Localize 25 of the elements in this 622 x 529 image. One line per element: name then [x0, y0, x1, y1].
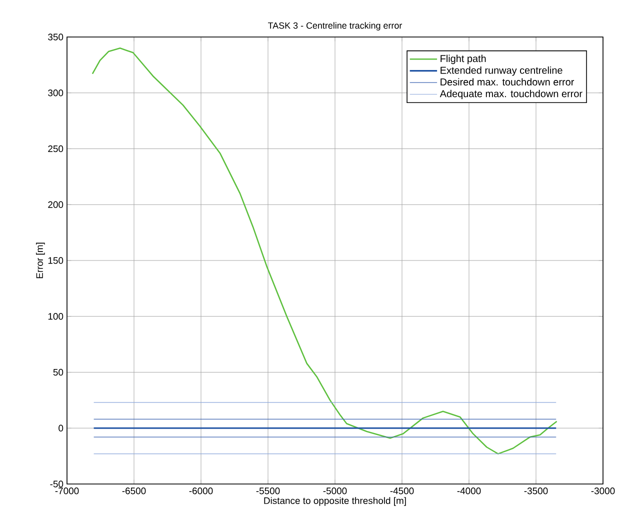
chart-title: TASK 3 - Centreline tracking error — [268, 22, 402, 30]
y-tick-label: 250 — [48, 145, 64, 152]
legend-label: Adequate max. touchdown error — [440, 90, 582, 100]
x-tick-label: -6500 — [122, 488, 146, 494]
x-tick-label: -6000 — [189, 488, 213, 494]
y-axis-title: Error [m] — [36, 242, 45, 278]
x-tick-label: -7000 — [55, 488, 79, 494]
legend-label: Desired max. touchdown error — [440, 78, 574, 86]
x-tick-label: -3000 — [591, 488, 615, 494]
x-tick-label: -4000 — [457, 488, 481, 494]
y-tick-label: 350 — [48, 34, 64, 40]
x-axis-title: Distance to opposite threshold [m] — [264, 497, 406, 506]
x-tick-label: -5000 — [323, 488, 347, 494]
legend-label: Flight path — [440, 54, 486, 64]
y-tick-label: 200 — [48, 201, 64, 208]
y-tick-label: 150 — [48, 257, 64, 264]
x-tick-label: -3500 — [524, 488, 548, 494]
y-tick-label: -50 — [50, 480, 64, 488]
y-tick-label: 100 — [48, 313, 64, 320]
legend-label: Extended runway centreline — [440, 66, 562, 76]
y-tick-label: 50 — [53, 368, 64, 376]
y-tick-label: 0 — [58, 424, 64, 432]
x-tick-label: -4500 — [390, 488, 414, 494]
x-tick-label: -5500 — [256, 488, 280, 494]
y-tick-label: 300 — [48, 90, 64, 96]
